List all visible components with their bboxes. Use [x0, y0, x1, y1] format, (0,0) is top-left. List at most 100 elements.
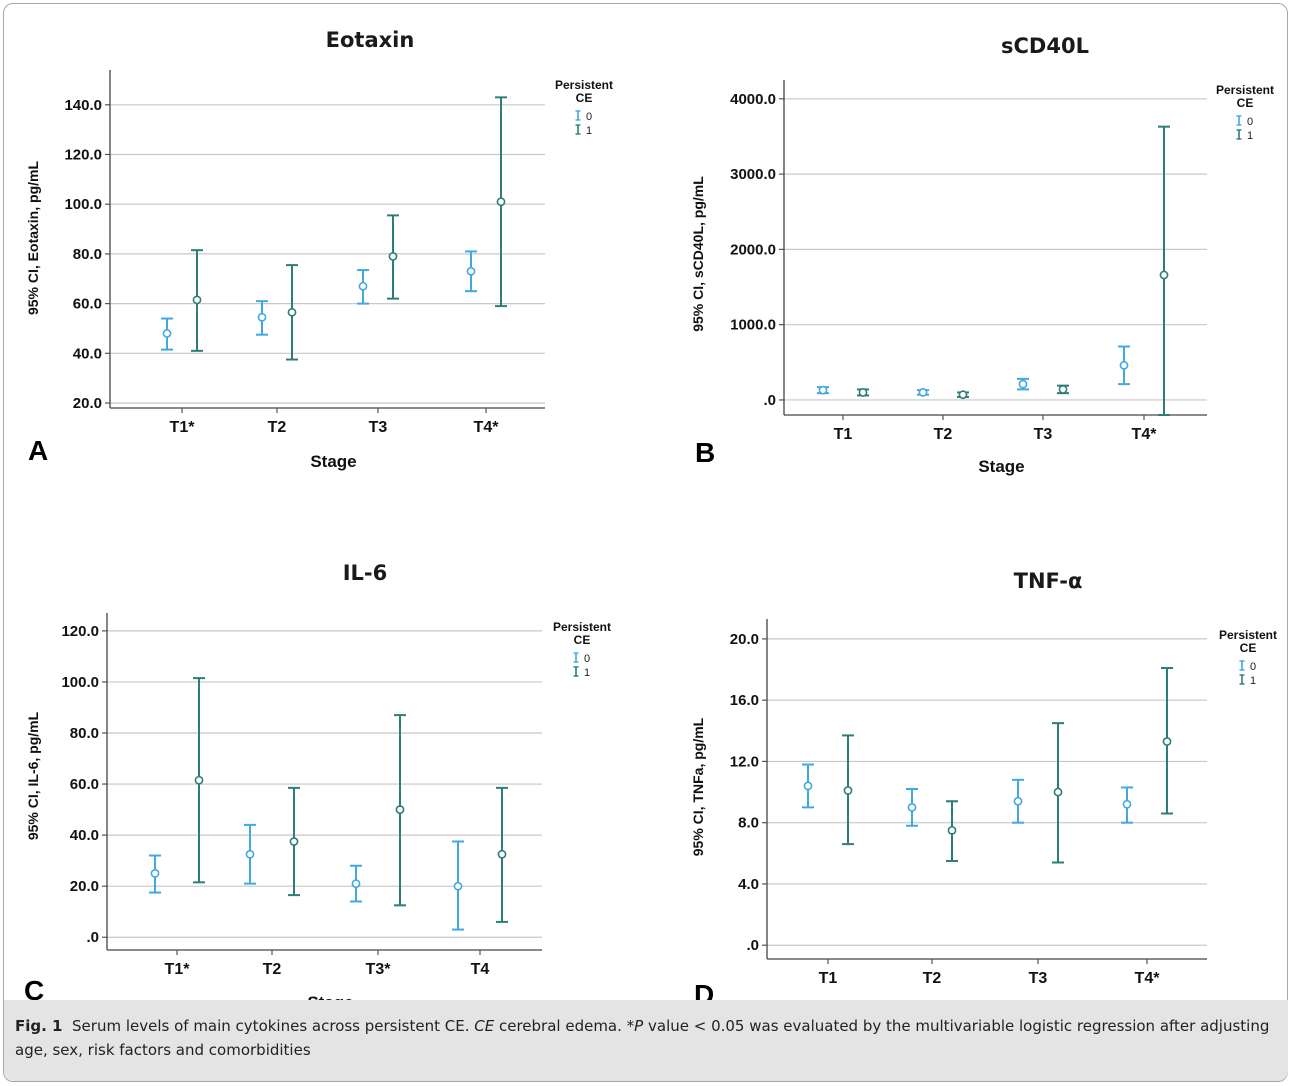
- caption-fig-label: Fig. 1: [15, 1017, 63, 1035]
- y-tick-label: 20.0: [70, 878, 99, 895]
- y-tick-label: 40.0: [70, 827, 99, 844]
- legend-label: 1: [586, 125, 592, 137]
- x-tick-label: T4*: [1135, 970, 1161, 987]
- x-tick-label: T1*: [170, 419, 196, 436]
- figure-caption: Fig. 1 Serum levels of main cytokines ac…: [15, 1014, 1277, 1062]
- error-bar: [946, 800, 958, 862]
- x-tick-label: T1*: [165, 961, 191, 978]
- x-tick-label: T4: [471, 961, 490, 978]
- error-bar: [387, 214, 399, 300]
- x-tick-label: T3*: [366, 961, 392, 978]
- y-tick-label: 80.0: [73, 246, 102, 263]
- mean-marker: [257, 312, 267, 322]
- x-tick-label: T1: [834, 426, 853, 443]
- x-tick-label: T3: [369, 419, 388, 436]
- legend-title: CE: [1240, 641, 1257, 655]
- panel-label: C: [24, 975, 44, 1006]
- mean-marker: [497, 849, 507, 859]
- y-tick-label: .0: [86, 929, 99, 946]
- error-bar: [906, 788, 918, 827]
- mean-marker: [958, 390, 968, 400]
- x-tick-label: T2: [263, 961, 282, 978]
- legend-title: Persistent: [555, 78, 613, 92]
- y-tick-label: 20.0: [73, 395, 102, 412]
- mean-marker: [858, 388, 868, 397]
- y-axis-label: 95% CI, sCD40L, pg/mL: [690, 176, 706, 332]
- mean-marker: [843, 786, 853, 795]
- error-bar: [957, 390, 969, 400]
- y-tick-label: 1000.0: [730, 317, 776, 334]
- error-bar: [286, 264, 298, 361]
- y-tick-label: 20.0: [730, 631, 759, 648]
- y-tick-label: 60.0: [73, 296, 102, 313]
- mean-marker: [907, 802, 917, 812]
- y-axis-label: 95% CI, Eotaxin, pg/mL: [25, 161, 41, 315]
- chart-title: IL-6: [343, 561, 388, 585]
- legend-label: 1: [584, 667, 590, 679]
- error-bar: [1052, 722, 1064, 864]
- chart-panel-c: IL-6 .0 20.0 40.0 60.0 80.0 100.0 120.0 T1* T2 T3*…: [24, 561, 611, 1012]
- y-tick-label: 4.0: [738, 876, 759, 893]
- y-tick-label: 80.0: [70, 725, 99, 742]
- legend-label: 0: [584, 653, 590, 665]
- y-tick-label: .0: [746, 937, 759, 954]
- chart-panel-a: Eotaxin 20.0 40.0 60.0 80.0 100.0 120.0 140.0 T1…: [25, 28, 613, 471]
- legend-title: Persistent: [1216, 83, 1274, 97]
- error-bar: [857, 388, 869, 397]
- x-tick-label: T4*: [474, 419, 500, 436]
- chart-title: Eotaxin: [326, 28, 415, 52]
- mean-marker: [287, 307, 297, 317]
- error-bar: [1012, 778, 1024, 824]
- error-bar: [495, 96, 507, 308]
- error-bar: [350, 864, 362, 903]
- chart-title: TNF-α: [1014, 569, 1083, 593]
- mean-marker: [947, 825, 957, 835]
- error-bar: [1158, 125, 1170, 416]
- legend-label: 0: [1247, 116, 1253, 128]
- mean-marker: [453, 881, 463, 891]
- error-bar: [496, 786, 508, 923]
- caption-text-3: value < 0.05 was evaluated by the multiv…: [15, 1017, 1270, 1059]
- legend-title: Persistent: [1219, 628, 1277, 642]
- y-tick-label: 12.0: [730, 753, 759, 770]
- error-bar: [1057, 384, 1069, 395]
- mean-marker: [162, 329, 172, 338]
- y-tick-label: 100.0: [64, 196, 102, 213]
- mean-marker: [150, 869, 160, 878]
- chart-panel-d: TNF-α.04.08.012.016.020.0T1T2T3T4*Stage9…: [690, 569, 1277, 1021]
- error-bar: [802, 763, 814, 809]
- error-bar: [452, 840, 464, 931]
- mean-marker: [289, 837, 299, 846]
- error-bar: [288, 786, 300, 897]
- y-tick-label: .0: [763, 392, 776, 409]
- mean-marker: [466, 266, 476, 276]
- y-tick-label: 8.0: [738, 815, 759, 832]
- caption-text-2: cerebral edema. *: [498, 1017, 635, 1035]
- error-bar: [465, 250, 477, 293]
- x-axis-label: Stage: [978, 457, 1024, 476]
- error-bar: [1161, 667, 1173, 815]
- x-tick-label: T2: [923, 970, 942, 987]
- caption-abbr: CE: [474, 1017, 495, 1035]
- mean-marker: [1159, 270, 1169, 280]
- legend-label: 1: [1247, 130, 1253, 142]
- error-bar: [917, 388, 929, 397]
- caption-text-1: Serum levels of main cytokines across pe…: [72, 1017, 470, 1035]
- mean-marker: [1018, 379, 1028, 389]
- mean-marker: [1122, 799, 1132, 809]
- mean-marker: [918, 388, 928, 397]
- mean-marker: [496, 197, 506, 207]
- error-bar: [394, 714, 406, 907]
- x-tick-label: T2: [268, 419, 287, 436]
- mean-marker: [395, 805, 405, 814]
- mean-marker: [803, 781, 813, 791]
- legend-title: CE: [574, 633, 591, 647]
- error-bar: [244, 823, 256, 885]
- y-tick-label: 40.0: [73, 345, 102, 362]
- x-tick-label: T3: [1029, 970, 1048, 987]
- error-bar: [193, 677, 205, 884]
- error-bar: [1121, 786, 1133, 824]
